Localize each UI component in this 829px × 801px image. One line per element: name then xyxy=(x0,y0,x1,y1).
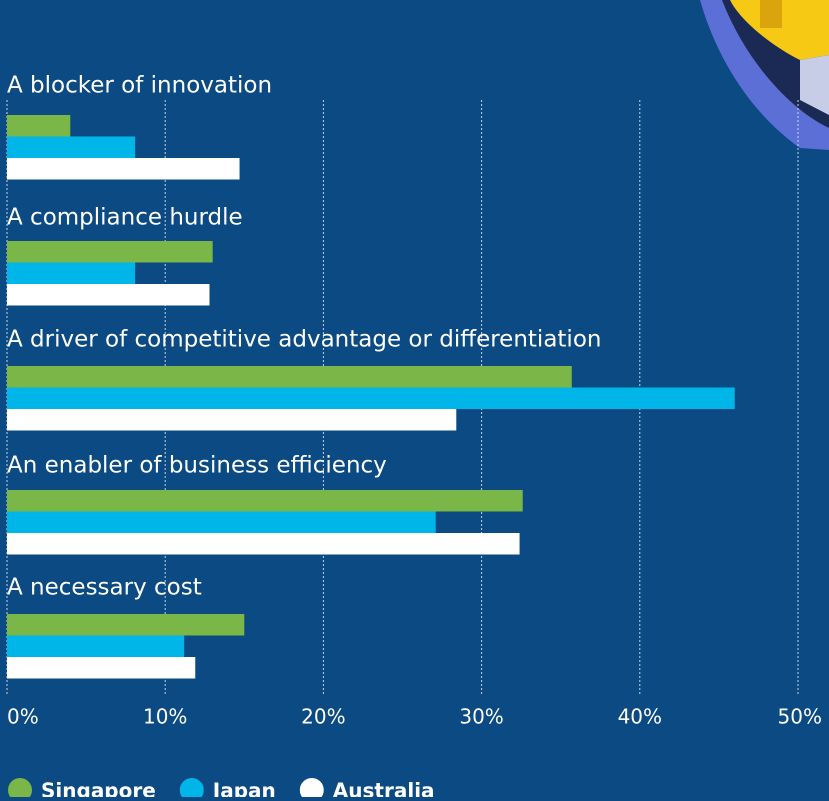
x-tick-label: 40% xyxy=(618,705,662,729)
category-label: A blocker of innovation xyxy=(7,73,272,99)
x-tick-label: 20% xyxy=(301,705,345,729)
legend-marker xyxy=(299,778,324,801)
bar xyxy=(7,136,136,158)
bar xyxy=(7,115,71,137)
legend-label: Singapore xyxy=(41,779,156,798)
category-label: A necessary cost xyxy=(7,575,202,601)
bar xyxy=(7,533,520,555)
bar xyxy=(7,158,240,180)
bar xyxy=(7,614,245,636)
legend-label: Japan xyxy=(211,779,276,798)
x-tick-label: 0% xyxy=(7,705,39,729)
bar xyxy=(7,262,136,284)
category-label: An enabler of business efficiency xyxy=(7,453,387,479)
bar xyxy=(7,657,196,679)
category-label: A compliance hurdle xyxy=(7,205,243,231)
x-tick-label: 10% xyxy=(143,705,187,729)
legend-label: Australia xyxy=(333,779,435,798)
bar xyxy=(7,387,735,409)
bar xyxy=(7,284,210,306)
x-tick-label: 30% xyxy=(459,705,503,729)
bar xyxy=(7,511,436,533)
legend-marker xyxy=(179,778,204,801)
bar xyxy=(7,409,457,431)
bar xyxy=(7,635,185,657)
bar xyxy=(7,241,213,263)
bar xyxy=(7,366,572,388)
legend-marker xyxy=(8,778,32,801)
shield-decoration xyxy=(700,0,829,150)
x-tick-label: 50% xyxy=(778,705,822,729)
bar xyxy=(7,490,523,512)
category-label: A driver of competitive advantage or dif… xyxy=(7,327,601,353)
